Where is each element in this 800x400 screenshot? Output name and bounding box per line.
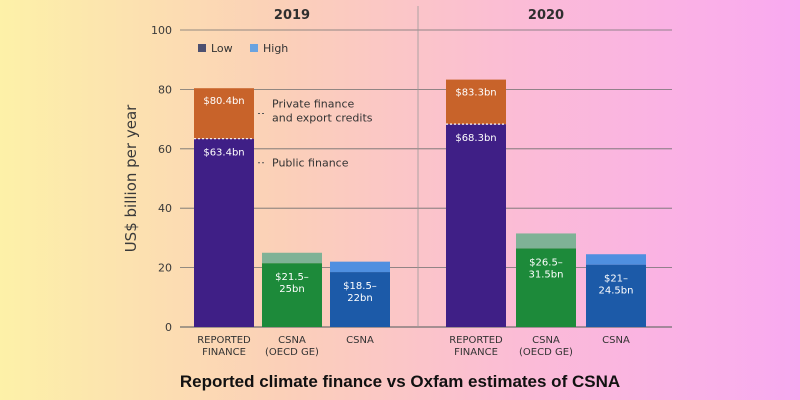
- y-axis-title: US$ billion per year: [122, 104, 140, 252]
- bar-2019-1-seg-2: [194, 88, 254, 139]
- bar-label-2020-3: $21– 24.5bn: [599, 274, 634, 297]
- year-label-2019: 2019: [274, 8, 310, 23]
- bar-2020-2-seg-1: [516, 248, 576, 327]
- y-tick-label-0: 0: [165, 321, 172, 334]
- bar-label-2019-public: $63.4bn: [203, 148, 244, 159]
- bar-2019-3-seg-2: [330, 261, 390, 273]
- bar-label-2020-total: $83.3bn: [455, 88, 496, 99]
- category-label-2019-3: CSNA: [346, 335, 374, 346]
- bar-2020-1-seg-2: [446, 79, 506, 125]
- bar-label-2019-total: $80.4bn: [203, 96, 244, 107]
- y-tick-label-20: 20: [158, 262, 172, 275]
- bar-2020-3-seg-1: [586, 264, 646, 327]
- bar-label-2019-3: $18.5– 22bn: [343, 281, 377, 304]
- category-label-2020-2: CSNA (OECD GE): [519, 335, 573, 358]
- bar-label-2020-public: $68.3bn: [455, 133, 496, 144]
- bar-2020-2-seg-2: [516, 233, 576, 249]
- bar-2019-1-seg-1: [194, 138, 254, 327]
- legend-swatch-high: [250, 44, 258, 52]
- category-label-2020-1: REPORTED FINANCE: [449, 335, 503, 358]
- bar-2019-2-seg-1: [262, 263, 322, 327]
- legend-label-high: High: [263, 42, 288, 55]
- bar-2020-3-seg-2: [586, 254, 646, 265]
- bar-2019-3-seg-1: [330, 272, 390, 327]
- y-tick-label-80: 80: [158, 83, 172, 96]
- chart-caption: Reported climate finance vs Oxfam estima…: [179, 372, 621, 391]
- y-tick-label-40: 40: [158, 202, 172, 215]
- y-tick-label-60: 60: [158, 143, 172, 156]
- category-label-2019-2: CSNA (OECD GE): [265, 335, 319, 358]
- bar-label-2020-2: $26.5– 31.5bn: [529, 257, 564, 280]
- year-label-2020: 2020: [528, 8, 564, 23]
- y-tick-label-100: 100: [151, 24, 172, 37]
- bar-2020-1-seg-1: [446, 124, 506, 327]
- bar-2019-2-seg-2: [262, 252, 322, 264]
- bar-label-2019-2: $21.5– 25bn: [275, 272, 309, 295]
- annotation-private-finance: Private finance and export credits: [272, 97, 373, 124]
- category-label-2019-1: REPORTED FINANCE: [197, 335, 251, 358]
- legend-label-low: Low: [211, 42, 233, 55]
- category-label-2020-3: CSNA: [602, 335, 630, 346]
- legend-swatch-low: [198, 44, 206, 52]
- annotation-public-finance: Public finance: [272, 157, 349, 170]
- chart: 0 20 40 60 80 100 US$ billion per year Low High 2…: [122, 6, 672, 358]
